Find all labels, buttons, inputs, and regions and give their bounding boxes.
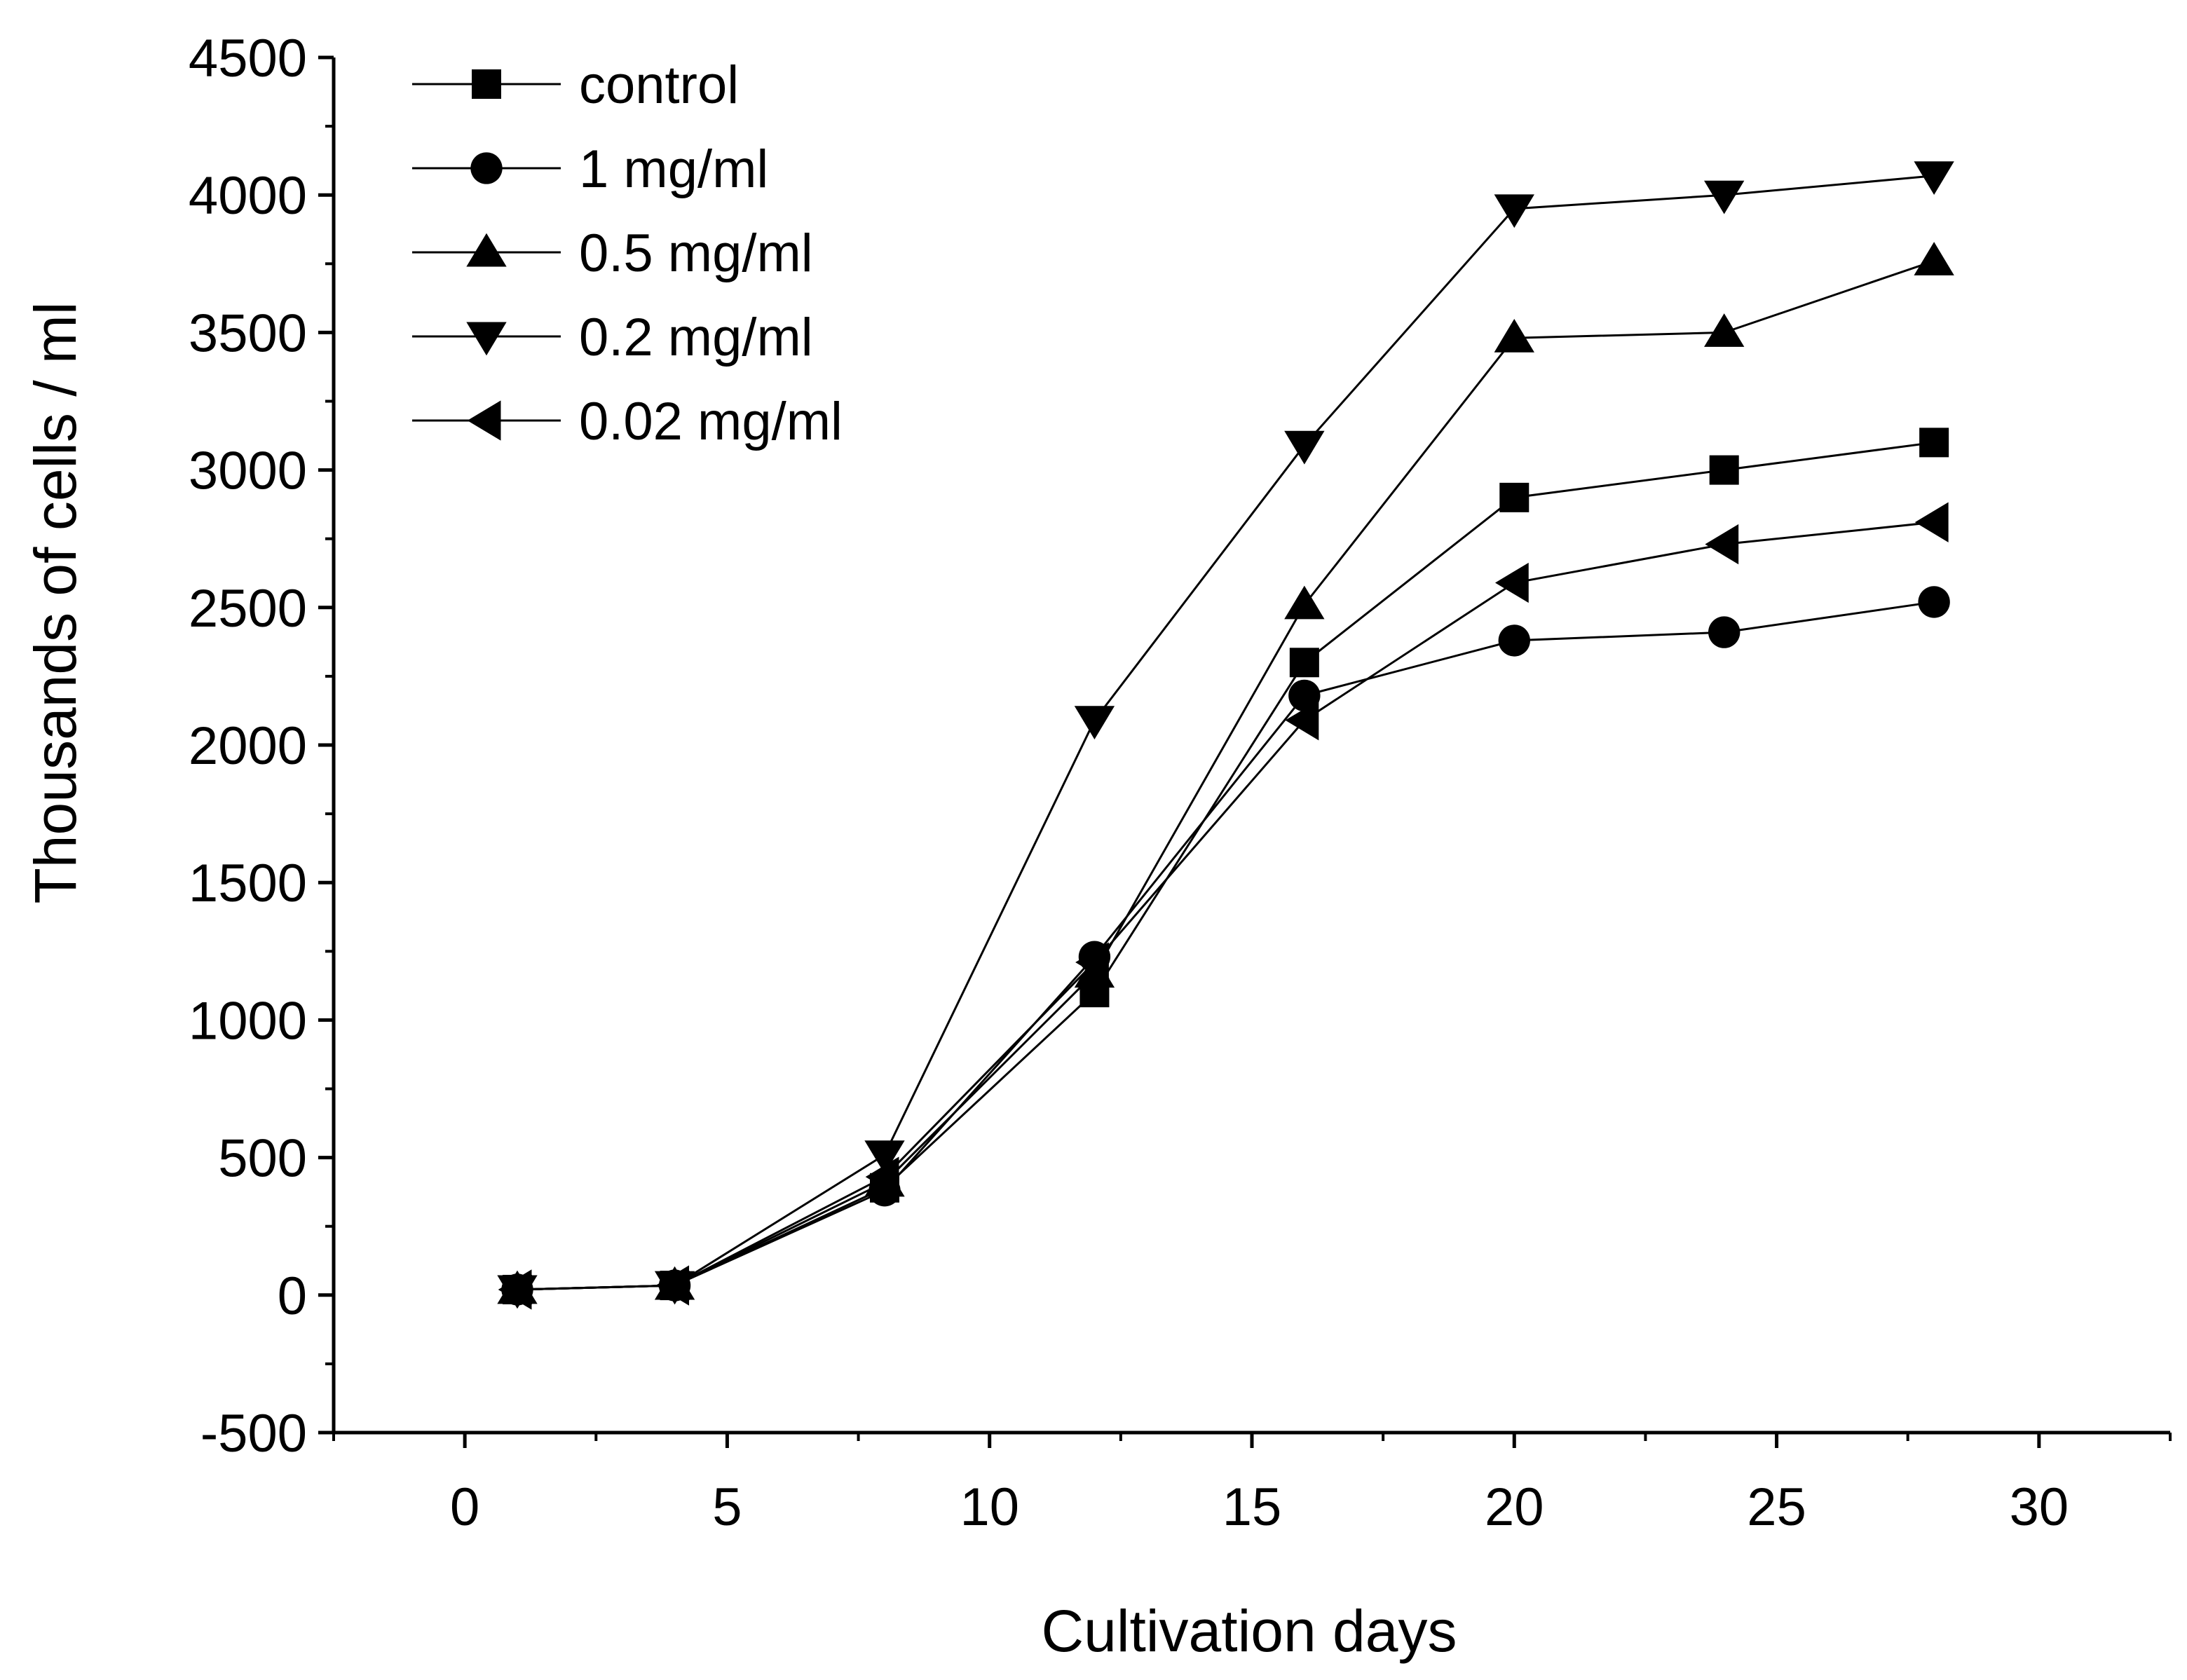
legend-item: 0.02 mg/ml <box>412 392 843 451</box>
data-point <box>1708 616 1740 648</box>
x-axis-title: Cultivation days <box>1042 1598 1457 1664</box>
legend-label: 0.02 mg/ml <box>579 392 843 451</box>
data-point <box>1918 586 1950 618</box>
legend-label: 0.5 mg/ml <box>579 224 813 283</box>
legend-item: 0.5 mg/ml <box>412 224 813 283</box>
data-point <box>1914 502 1949 542</box>
data-point <box>1914 161 1954 196</box>
data-point <box>1284 585 1325 620</box>
series-0-02-mg-ml <box>498 502 1949 1310</box>
data-point <box>1494 318 1534 353</box>
y-tick-label: 3500 <box>189 303 307 363</box>
y-tick-label: 500 <box>218 1129 307 1189</box>
data-point <box>1074 706 1115 739</box>
legend-marker <box>470 152 503 184</box>
data-point <box>1075 942 1109 983</box>
data-point <box>1285 700 1319 741</box>
y-tick-label: -500 <box>200 1404 307 1463</box>
legend-label: 0.2 mg/ml <box>579 308 813 367</box>
series-line <box>517 441 1935 1291</box>
y-tick-label: 0 <box>278 1266 307 1326</box>
y-tick-label: 4500 <box>189 29 307 88</box>
y-tick-label: 3000 <box>189 442 307 501</box>
series-line <box>517 521 1935 1291</box>
y-axis-title: Thousands of cells / ml <box>22 301 88 903</box>
x-tick-label: 20 <box>1485 1477 1544 1537</box>
x-tick-label: 30 <box>2010 1477 2069 1537</box>
data-point <box>655 1265 690 1306</box>
data-point <box>1494 562 1529 603</box>
data-point <box>1919 428 1949 458</box>
legend-marker <box>472 69 501 99</box>
legend-item: control <box>412 55 739 115</box>
y-tick-label: 1500 <box>189 854 307 913</box>
legend: control 1 mg/ml 0.5 mg/ml 0.2 mg/ml 0.02 mg/… <box>412 55 843 451</box>
data-point <box>1709 455 1739 485</box>
x-tick-label: 15 <box>1222 1477 1282 1537</box>
legend-item: 1 mg/ml <box>412 139 768 199</box>
data-point <box>1914 242 1954 275</box>
data-point <box>1498 624 1530 657</box>
data-point <box>1704 180 1745 214</box>
x-tick-label: 5 <box>712 1477 742 1537</box>
series-line <box>517 601 1935 1291</box>
x-tick-label: 0 <box>450 1477 479 1537</box>
legend-marker <box>467 400 501 441</box>
series-line <box>517 175 1935 1291</box>
data-point <box>1704 313 1745 347</box>
data-point <box>1494 194 1534 228</box>
series-1-mg-ml <box>501 586 1950 1306</box>
x-tick-label: 10 <box>960 1477 1019 1537</box>
data-point <box>1705 524 1739 565</box>
y-tick-label: 4000 <box>189 166 307 226</box>
data-point <box>864 1140 905 1174</box>
legend-marker <box>466 233 507 267</box>
legend-item: 0.2 mg/ml <box>412 308 813 367</box>
data-point <box>1288 679 1321 712</box>
y-tick-label: 1000 <box>189 991 307 1051</box>
y-tick-label: 2000 <box>189 716 307 776</box>
data-point <box>1284 430 1325 465</box>
data-point <box>865 1156 899 1197</box>
legend-marker <box>466 322 507 356</box>
y-tick-label: 2500 <box>189 579 307 638</box>
axes: -500 0 500 1000 1500 2000 2500 3000 3500 4000 4500… <box>189 29 2172 1537</box>
legend-label: control <box>579 55 739 115</box>
data-point <box>498 1269 532 1310</box>
legend-label: 1 mg/ml <box>579 139 768 199</box>
data-point <box>1499 482 1529 512</box>
x-tick-label: 25 <box>1747 1477 1806 1537</box>
data-point <box>1289 648 1319 678</box>
series-layer <box>497 161 1954 1310</box>
